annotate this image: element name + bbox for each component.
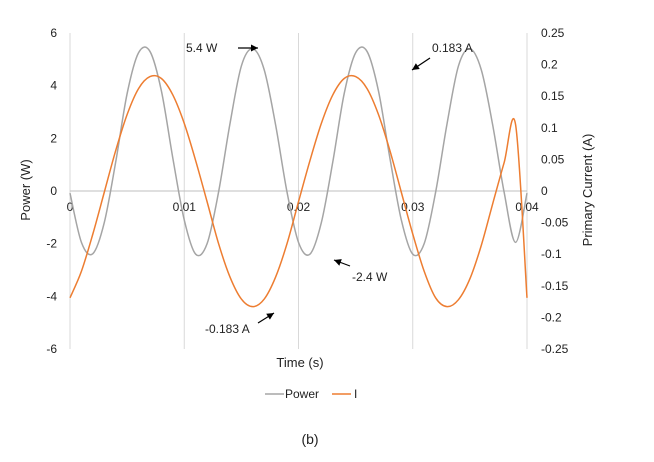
series-line-power	[69, 46, 528, 257]
annotations: 5.4 W 0.183 A -2.4 W -0.183 A	[186, 41, 473, 336]
annotation-arrow-head	[251, 44, 258, 52]
y-right-tick-label: 0.1	[541, 121, 558, 135]
annotation-label: -2.4 W	[352, 270, 388, 284]
annotation-arrow-head	[266, 313, 274, 320]
y-axis-right-label: Primary Current (A)	[580, 134, 595, 247]
legend-power-label: Power	[285, 387, 319, 401]
y-right-tick-label: 0.15	[541, 89, 565, 103]
y-left-tick-label: 6	[50, 26, 57, 40]
legend-i-label: I	[354, 387, 357, 401]
y-left-tick-label: 0	[50, 184, 57, 198]
annotation-label: 0.183 A	[432, 41, 473, 55]
annotation-label: -0.183 A	[205, 322, 250, 336]
x-tick-label: 0.04	[515, 200, 539, 214]
y-right-tick-label: -0.05	[541, 216, 569, 230]
x-tick-label: 0	[67, 200, 74, 214]
y-right-tick-label: 0.05	[541, 152, 565, 166]
y-right-tick-label: -0.2	[541, 310, 562, 324]
y-right-tick-label: 0.25	[541, 26, 565, 40]
legend: Power I	[265, 387, 357, 401]
y-right-tick-label: -0.25	[541, 342, 569, 356]
y-left-tick-label: 2	[50, 131, 57, 145]
y-left-tick-label: 4	[50, 79, 57, 93]
figure-caption: (b)	[301, 431, 318, 447]
x-tick-label: 0.02	[287, 200, 311, 214]
y-left-tick-label: -4	[46, 289, 57, 303]
x-tick-label: 0.01	[173, 200, 197, 214]
annotation-arrow-head	[412, 63, 420, 70]
y-right-tick-label: -0.15	[541, 279, 569, 293]
series-group	[69, 46, 528, 308]
y-left-tick-label: -6	[46, 342, 57, 356]
series-line-i	[69, 74, 528, 308]
y-left-tick-label: -2	[46, 237, 57, 251]
axes: 0 0.01 0.02 0.03 0.04-6-4-20246-0.25-0.2-0.1…	[46, 26, 568, 356]
y-right-tick-label: 0	[541, 184, 548, 198]
x-axis-label: Time (s)	[276, 355, 323, 370]
annotation-arrow-head	[334, 259, 342, 266]
y-axis-left-label: Power (W)	[18, 159, 33, 220]
y-right-tick-label: 0.2	[541, 58, 558, 72]
y-right-tick-label: -0.1	[541, 247, 562, 261]
annotation-label: 5.4 W	[186, 41, 218, 55]
